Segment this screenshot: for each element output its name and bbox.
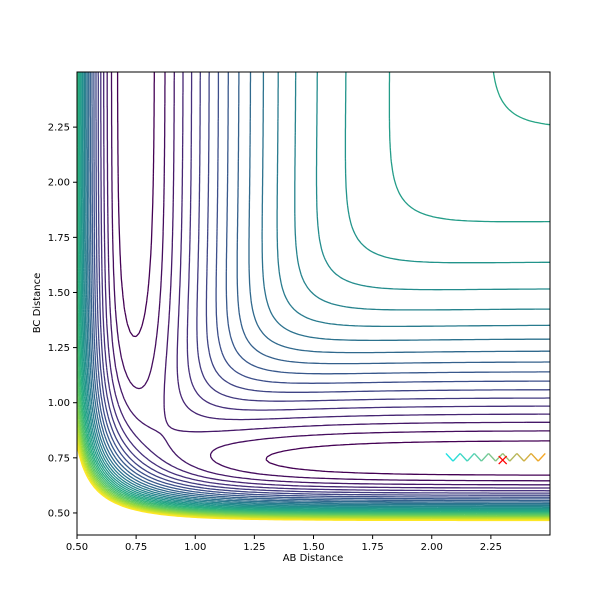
contour-level-23 bbox=[77, 394, 550, 517]
trajectory-segment bbox=[466, 452, 475, 462]
y-axis-label: BC Distance bbox=[32, 273, 43, 334]
contour-level-24 bbox=[77, 407, 550, 518]
trajectory-segment bbox=[523, 452, 532, 462]
y-tick-label: 0.75 bbox=[48, 453, 70, 464]
x-tick-label: 0.75 bbox=[125, 542, 147, 553]
contour-level-15 bbox=[81, 72, 550, 510]
trajectory-segment bbox=[480, 452, 490, 462]
contour-level-21 bbox=[77, 347, 550, 515]
x-axis-ticks: 0.50 0.75 1.00 1.25 1.50 1.75 2.00 2.25 bbox=[66, 535, 502, 553]
trajectory-segment bbox=[509, 452, 518, 462]
end-marker bbox=[498, 455, 508, 465]
contour-level-10 bbox=[88, 72, 550, 503]
contour-level-5 bbox=[97, 72, 550, 494]
contour-level-16 bbox=[80, 72, 550, 511]
contour-level-22 bbox=[77, 376, 550, 516]
y-tick-label: 0.50 bbox=[48, 508, 70, 519]
x-axis-label: AB Distance bbox=[283, 553, 344, 564]
contour-level-28 bbox=[77, 439, 550, 521]
contour-level-0 bbox=[116, 72, 550, 476]
contour-level-26 bbox=[77, 426, 550, 519]
contour-level-1 bbox=[110, 72, 550, 482]
contour-level-4 bbox=[100, 72, 550, 492]
y-tick-label: 1.25 bbox=[48, 343, 70, 354]
trajectory-segment bbox=[445, 452, 454, 462]
y-tick-label: 1.50 bbox=[48, 288, 70, 299]
trajectory-segment bbox=[473, 452, 482, 462]
contour-level-29 bbox=[77, 444, 550, 522]
y-tick-label: 1.75 bbox=[48, 233, 70, 244]
contour-level-2 bbox=[106, 72, 550, 486]
contour-lines bbox=[77, 72, 550, 522]
y-tick-label: 1.00 bbox=[48, 398, 70, 409]
contour-level-27 bbox=[77, 433, 550, 520]
contour-level-14 bbox=[82, 72, 550, 508]
contour-level-9 bbox=[89, 72, 550, 502]
x-tick-label: 2.00 bbox=[421, 542, 443, 553]
y-tick-label: 2.25 bbox=[48, 123, 70, 134]
x-tick-label: 2.25 bbox=[480, 542, 502, 553]
x-tick-label: 0.50 bbox=[66, 542, 88, 553]
contour-level-8 bbox=[91, 72, 550, 500]
contour-level-20 bbox=[77, 281, 550, 515]
contour-level-3 bbox=[103, 72, 550, 489]
trajectory-segment bbox=[537, 452, 546, 462]
trajectory-segment bbox=[459, 452, 468, 462]
trajectory-segment bbox=[516, 452, 525, 462]
x-tick-label: 1.50 bbox=[302, 542, 324, 553]
trajectory-segment bbox=[487, 452, 497, 462]
contour-level-12 bbox=[85, 72, 550, 506]
contour-level-25 bbox=[77, 418, 550, 519]
contour-level-13 bbox=[83, 72, 550, 507]
trajectory-segment bbox=[452, 452, 461, 462]
contour-level-7 bbox=[93, 72, 550, 498]
x-tick-label: 1.00 bbox=[184, 542, 206, 553]
marker-stroke bbox=[498, 455, 508, 465]
y-tick-label: 2.00 bbox=[48, 178, 70, 189]
trajectory-segment bbox=[530, 452, 539, 462]
contour-level-18 bbox=[77, 72, 550, 513]
contour-level-11 bbox=[86, 72, 550, 505]
contour-level-19 bbox=[77, 72, 550, 514]
y-axis-ticks: 0.50 0.75 1.00 1.25 1.50 1.75 2.00 2.25 bbox=[48, 123, 77, 519]
contour-level-17 bbox=[78, 72, 550, 512]
contour-level-6 bbox=[95, 72, 550, 496]
x-tick-label: 1.75 bbox=[361, 542, 383, 553]
x-tick-label: 1.25 bbox=[243, 542, 265, 553]
